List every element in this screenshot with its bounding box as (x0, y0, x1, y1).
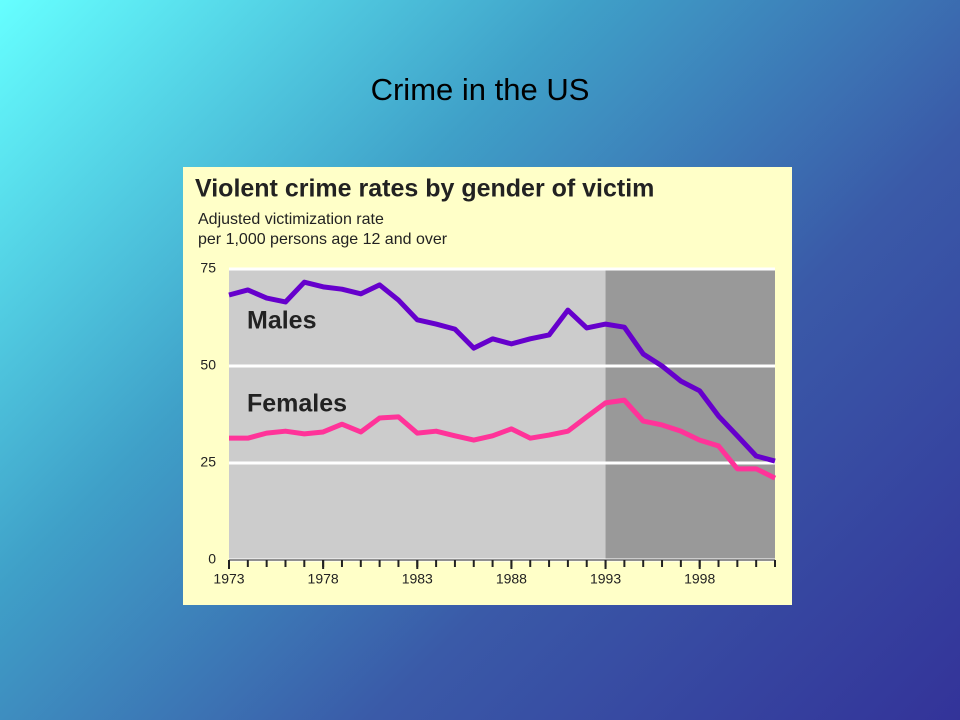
shaded-region (605, 269, 775, 560)
series-label: Males (247, 307, 316, 335)
series-label: Females (247, 390, 347, 418)
x-tick-label: 1998 (684, 571, 715, 587)
x-tick-label: 1978 (308, 571, 339, 587)
y-tick-label: 75 (200, 260, 216, 276)
x-tick-label: 1973 (213, 571, 244, 587)
x-tick-label: 1983 (402, 571, 433, 587)
series-line (228, 279, 776, 464)
slide-title: Crime in the US (371, 72, 590, 107)
x-tick-label: 1993 (590, 571, 621, 587)
chart-subtitle: Adjusted victimization rate (198, 211, 384, 228)
chart-title: Violent crime rates by gender of victim (195, 175, 654, 203)
y-tick-label: 50 (200, 357, 216, 373)
y-tick-label: 0 (208, 551, 216, 567)
y-tick-label: 25 (200, 454, 216, 470)
series-line (229, 397, 777, 481)
x-tick-label: 1988 (496, 571, 527, 587)
chart-subtitle: per 1,000 persons age 12 and over (198, 231, 448, 248)
